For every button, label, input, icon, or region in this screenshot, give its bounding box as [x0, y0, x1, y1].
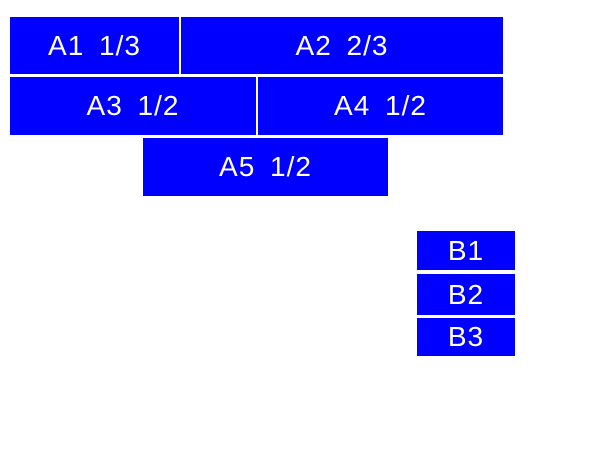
box-b1: B1 — [417, 231, 515, 270]
box-a3: A3 1/2 — [10, 77, 256, 135]
box-a4: A4 1/2 — [258, 77, 503, 135]
box-a5: A5 1/2 — [143, 138, 388, 196]
box-b3: B3 — [417, 318, 515, 356]
box-b2: B2 — [417, 274, 515, 315]
box-a2: A2 2/3 — [181, 17, 503, 74]
box-a1: A1 1/3 — [10, 17, 179, 74]
